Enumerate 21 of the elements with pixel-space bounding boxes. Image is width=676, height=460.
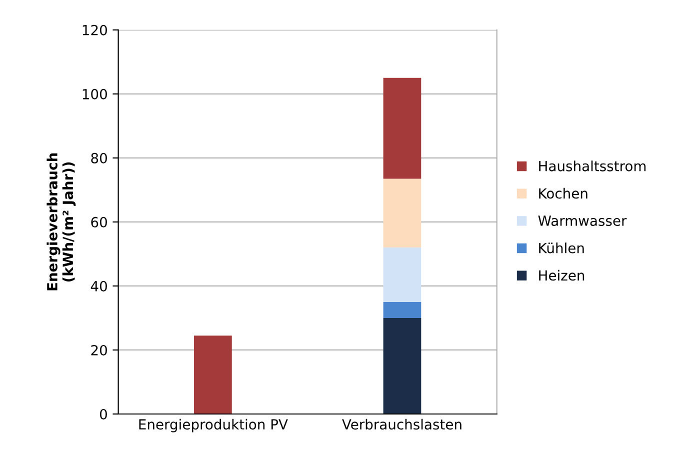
y-tick-label: 40 — [90, 280, 107, 292]
y-tick-label: 60 — [91, 216, 107, 228]
y-axis-title: Energieverbrauch (kWh/(m² Jahr)) — [46, 153, 76, 290]
y-tick-label: 80 — [91, 152, 107, 164]
x-tick-label: Verbrauchslasten — [342, 418, 462, 430]
legend-label: Kühlen — [539, 242, 584, 254]
bar — [383, 248, 422, 302]
bar — [383, 318, 422, 414]
legend-label: Heizen — [539, 270, 584, 281]
y-tick-label: 20 — [91, 344, 107, 356]
bar — [194, 336, 232, 414]
legend-label: Kochen — [539, 188, 588, 199]
legend-label: Haushaltsstrom — [539, 160, 646, 172]
x-tick-label: Energieproduktion PV — [139, 418, 288, 432]
bar — [383, 178, 422, 248]
y-tick-label: 100 — [82, 88, 107, 100]
legend-label: Warmwasser — [538, 216, 627, 226]
bar — [383, 302, 422, 318]
bar — [383, 78, 422, 179]
y-tick-label: 120 — [82, 24, 107, 36]
y-tick-label: 0 — [100, 408, 107, 420]
